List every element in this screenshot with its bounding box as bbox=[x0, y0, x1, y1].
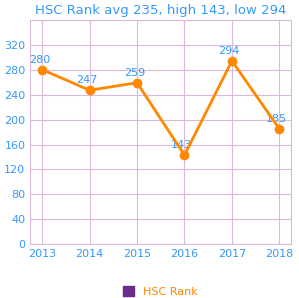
Text: 143: 143 bbox=[171, 140, 192, 150]
Title: HSC Rank avg 235, high 143, low 294: HSC Rank avg 235, high 143, low 294 bbox=[35, 4, 286, 17]
Text: 185: 185 bbox=[266, 114, 287, 124]
Text: 247: 247 bbox=[76, 75, 97, 85]
Text: 259: 259 bbox=[123, 68, 145, 78]
Text: 280: 280 bbox=[29, 55, 50, 65]
Legend: HSC Rank: HSC Rank bbox=[119, 282, 203, 298]
Text: 294: 294 bbox=[219, 46, 240, 56]
